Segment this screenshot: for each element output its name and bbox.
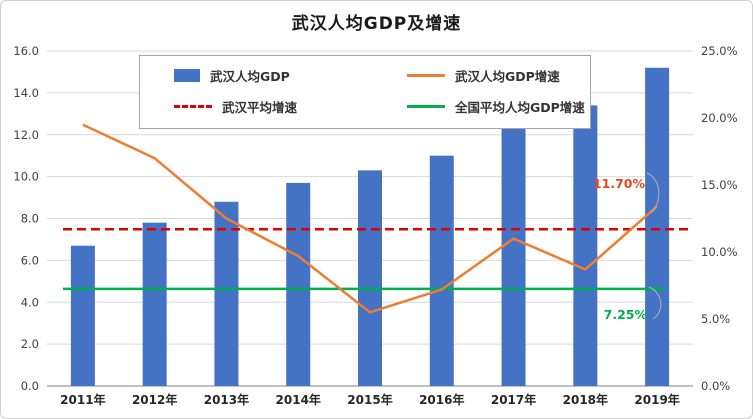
legend-item-gdp: 武汉人均GDP (174, 66, 399, 85)
legend-label: 武汉人均GDP增速 (455, 69, 560, 84)
left-axis-tick: 12.0 (13, 128, 39, 142)
left-axis-tick: 2.0 (21, 337, 39, 351)
callout-brace (648, 286, 662, 320)
x-axis-label: 2018年 (563, 392, 608, 407)
x-axis-label: 2015年 (347, 392, 392, 407)
bar (286, 182, 311, 386)
legend-item-avg-growth: 武汉平均增速 (174, 97, 399, 116)
callout-brace (646, 172, 660, 214)
x-axis-label: 2017年 (491, 392, 536, 407)
legend-label: 武汉人均GDP (210, 69, 290, 84)
left-axis-tick: 0.0 (21, 379, 39, 393)
bar-series (70, 67, 670, 386)
right-axis-tick: 15.0% (701, 178, 738, 192)
right-axis-tick: 10.0% (701, 245, 738, 259)
left-axis-tick: 4.0 (21, 295, 39, 309)
line-swatch (407, 74, 445, 77)
legend-item-growth: 武汉人均GDP增速 (407, 66, 585, 85)
right-axis-tick: 0.0% (701, 379, 730, 393)
bar (70, 245, 95, 386)
left-axis-tick: 16.0 (13, 44, 39, 58)
bar (573, 105, 598, 386)
right-axis-tick: 20.0% (701, 111, 738, 125)
annotation-avg-growth: 11.70% (593, 176, 646, 191)
right-axis-tick: 5.0% (701, 312, 730, 326)
bar (358, 170, 382, 386)
left-axis-tick: 6.0 (21, 253, 39, 267)
legend-label: 武汉平均增速 (222, 100, 298, 115)
x-axis-label: 2016年 (419, 392, 464, 407)
growth-line (82, 123, 658, 314)
legend-item-national-avg: 全国平均人均GDP增速 (407, 97, 585, 116)
line-swatch (407, 105, 445, 108)
x-axis-label: 2013年 (204, 392, 249, 407)
x-axis-label: 2012年 (132, 392, 177, 407)
legend-label: 全国平均人均GDP增速 (455, 100, 585, 115)
x-axis-label: 2019年 (634, 392, 679, 407)
bar (214, 201, 239, 386)
bar (429, 155, 454, 386)
bar (501, 128, 526, 386)
axis-labels: 0.0 2.0 4.0 6.0 8.0 10.0 12.0 14.0 16.0 0.0% 5.0% 1… (13, 44, 737, 407)
left-axis-tick: 14.0 (13, 86, 39, 100)
bar (645, 67, 670, 386)
chart-title: 武汉人均GDP及增速 (291, 14, 462, 34)
x-axis-label: 2014年 (276, 392, 321, 407)
right-axis-tick: 25.0% (701, 44, 738, 58)
x-axis-label: 2011年 (60, 392, 105, 407)
annotation-national-growth: 7.25% (604, 307, 648, 322)
legend: 武汉人均GDP 武汉人均GDP增速 武汉平均增速 全国平均人均GDP增速 (139, 55, 591, 129)
dashed-line-swatch (174, 105, 212, 108)
bar-swatch (174, 69, 200, 82)
bar (142, 222, 167, 386)
left-axis-tick: 8.0 (21, 212, 39, 226)
left-axis-tick: 10.0 (13, 170, 39, 184)
